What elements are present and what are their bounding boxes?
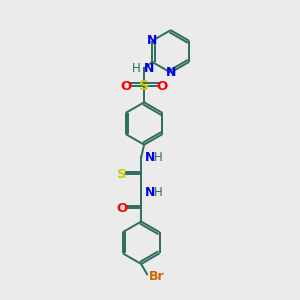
Text: O: O [117, 202, 128, 215]
Text: N: N [147, 34, 158, 47]
Text: S: S [139, 79, 149, 93]
Text: Br: Br [148, 270, 164, 283]
Text: H: H [154, 186, 162, 199]
Text: N: N [165, 66, 176, 79]
Text: N: N [145, 186, 155, 199]
Text: H: H [154, 151, 162, 164]
Text: N: N [144, 62, 154, 75]
Text: O: O [156, 80, 167, 93]
Text: S: S [117, 168, 127, 181]
Text: H: H [132, 62, 141, 75]
Text: O: O [121, 80, 132, 93]
Text: N: N [145, 151, 155, 164]
